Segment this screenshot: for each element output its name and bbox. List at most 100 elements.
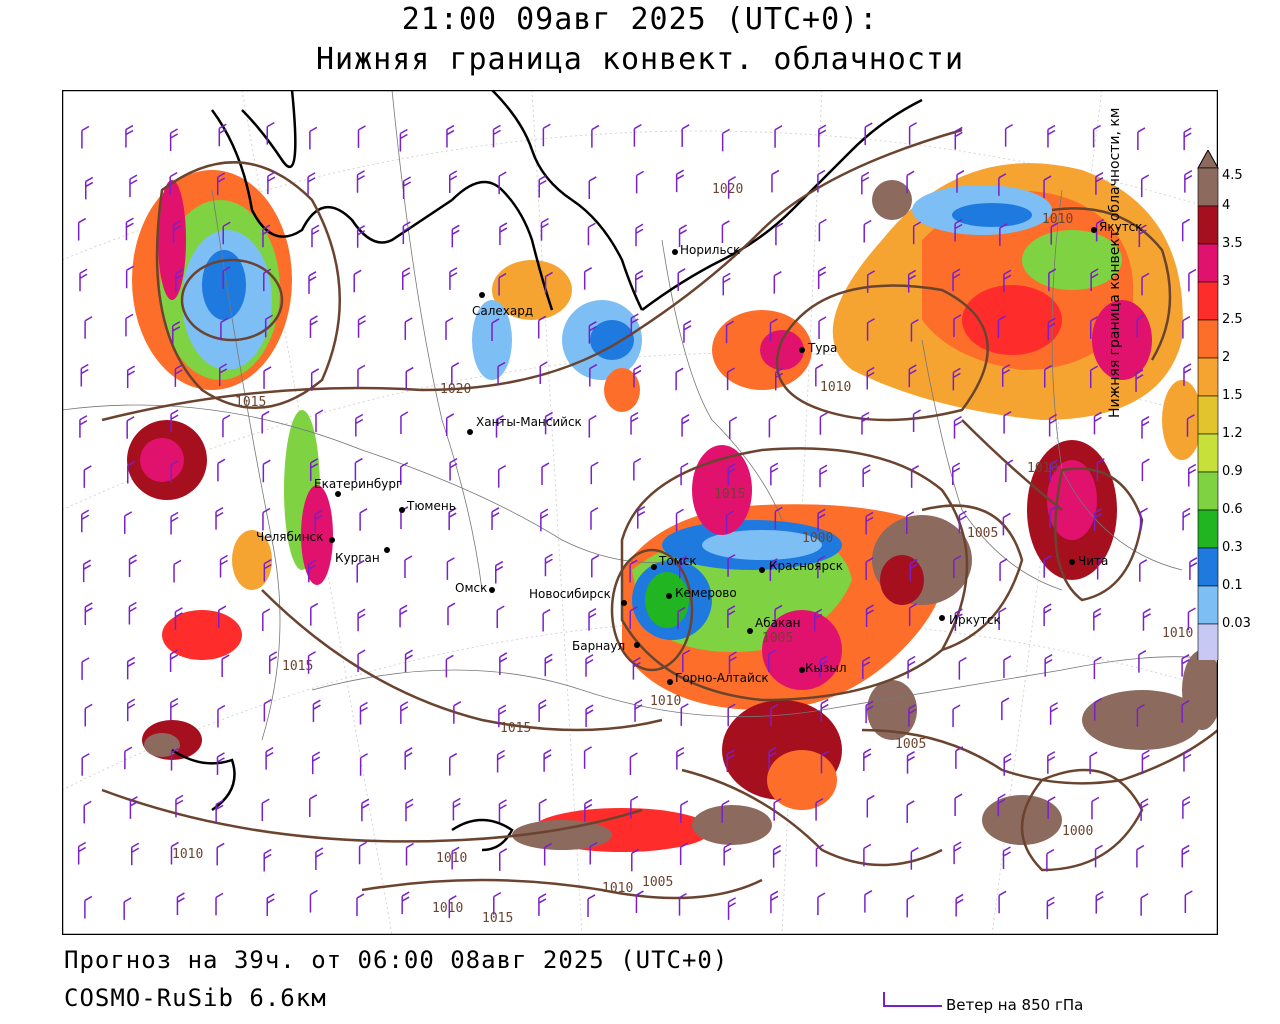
wind-barb <box>675 367 684 391</box>
wind-barb <box>775 222 784 246</box>
wind-barb <box>954 126 963 150</box>
wind-barb <box>1139 507 1148 531</box>
wind-barb <box>358 841 367 865</box>
isobar-label: 1000 <box>802 531 833 546</box>
city-marker: Норильск <box>672 243 740 257</box>
svg-text:Тюмень: Тюмень <box>406 499 456 513</box>
svg-text:Чита: Чита <box>1078 554 1108 568</box>
wind-barb <box>498 272 507 296</box>
wind-barb <box>1182 507 1191 531</box>
wind-barb <box>864 890 873 913</box>
wind-barb <box>80 363 89 387</box>
wind-barb <box>311 224 320 248</box>
wind-barb <box>315 409 324 433</box>
wind-barb <box>448 507 457 531</box>
city-marker: Кызыл <box>799 661 847 675</box>
wind-barb <box>861 411 870 435</box>
wind-barb <box>1141 416 1150 439</box>
wind-barb <box>861 171 870 195</box>
colorbar-tick-label: 2.5 <box>1222 312 1243 327</box>
wind-barb <box>356 893 365 917</box>
wind-barb <box>448 752 458 776</box>
wind-barb <box>82 559 92 583</box>
wind-barb <box>449 267 458 290</box>
wind-barb <box>723 842 732 866</box>
wind-barb <box>126 416 135 439</box>
wind-barb <box>1089 316 1099 339</box>
wind-barb <box>906 170 915 194</box>
wind-barb <box>1182 796 1191 819</box>
wind-barb <box>84 602 93 625</box>
wind-barb <box>1140 798 1149 821</box>
wind-barb <box>491 507 500 530</box>
wind-barb <box>543 842 553 866</box>
wind-barb <box>537 315 547 339</box>
wind-barb <box>1187 607 1196 631</box>
admin-borders <box>62 90 1218 741</box>
wind-barb <box>312 699 321 723</box>
wind-barb <box>356 225 366 248</box>
wind-barb <box>956 170 965 193</box>
wind-barb <box>1186 414 1195 437</box>
svg-text:Тура: Тура <box>807 341 837 355</box>
isobar-label: 1010 <box>650 694 681 709</box>
svg-text:Томск: Томск <box>658 554 697 568</box>
wind-barb <box>447 602 456 626</box>
colorbar-swatch <box>1197 319 1219 359</box>
colorbar-swatch <box>1197 585 1219 625</box>
wind-barb <box>817 266 827 290</box>
wind-barb <box>630 795 639 819</box>
wind-barb <box>952 268 961 292</box>
wind-barb <box>84 176 94 200</box>
wind-barb <box>497 464 507 488</box>
wind-barb <box>495 560 504 584</box>
wind-barb <box>1047 751 1056 774</box>
wind-barb <box>679 555 688 579</box>
wind-barb <box>1138 650 1147 673</box>
wind-barb <box>725 510 735 534</box>
wind-barb <box>359 753 369 776</box>
wind-barb <box>215 892 224 916</box>
cloud-cluster-urals-north <box>132 170 292 390</box>
wind-barb <box>770 462 779 486</box>
wind-barb <box>498 799 507 822</box>
city-marker: Кемерово <box>666 586 737 600</box>
wind-barb <box>446 557 455 580</box>
wind-barb <box>540 217 549 241</box>
wind-barb <box>169 128 179 152</box>
city-marker: Тура <box>799 341 837 355</box>
wind-barb <box>308 271 317 294</box>
city-marker: Ханты-Мансийск <box>467 415 582 435</box>
wind-barb <box>1003 411 1012 434</box>
wind-barb <box>130 842 140 866</box>
wind-barb <box>498 704 507 728</box>
wind-barb <box>1140 893 1149 916</box>
wind-barb <box>449 170 458 194</box>
wind-barb <box>630 313 639 337</box>
wind-barb <box>262 459 271 483</box>
wind-barb <box>492 124 501 148</box>
wind-barb <box>587 894 596 917</box>
wind-barb <box>910 847 919 870</box>
wind-barb <box>451 846 460 870</box>
wind-barb <box>315 847 324 870</box>
wind-barb <box>680 800 689 823</box>
city-marker: Красноярск <box>759 559 843 573</box>
svg-text:Норильск: Норильск <box>680 243 740 257</box>
wind-barb <box>499 652 508 675</box>
wind-barb <box>1095 218 1105 242</box>
wind-barb <box>355 413 364 437</box>
wind-barb <box>77 217 87 241</box>
svg-text:Салехард: Салехард <box>472 304 533 318</box>
wind-barb <box>314 509 323 533</box>
wind-barb <box>1138 224 1147 248</box>
wind-barb <box>997 315 1006 339</box>
wind-barb <box>263 366 272 389</box>
wind-barb <box>817 508 826 532</box>
wind-barb <box>589 841 598 865</box>
isobar-label: 1010 <box>432 901 463 916</box>
wind-barb <box>721 128 731 152</box>
wind-barb <box>267 171 276 195</box>
wind-barb <box>544 653 553 677</box>
wind-barb <box>1181 218 1191 242</box>
